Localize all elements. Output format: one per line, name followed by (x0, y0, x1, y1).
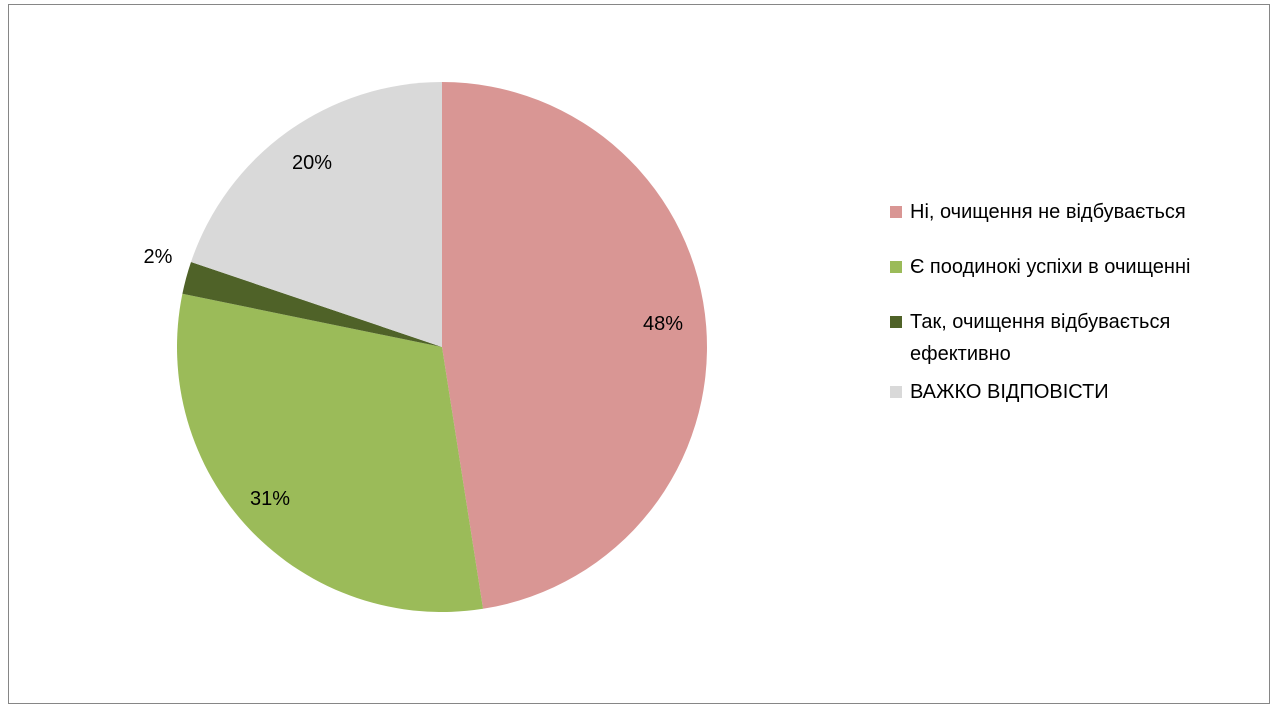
legend-item-3: ВАЖКО ВІДПОВІСТИ (890, 376, 1260, 408)
legend-swatch-0 (890, 206, 902, 218)
pie-slices (177, 82, 708, 612)
legend-label-1: Є поодинокі успіхи в очищенні (910, 256, 1191, 278)
slice-label-0: 48% (643, 313, 683, 335)
legend-label-2: Так, очищення відбувається ефективно (910, 311, 1171, 365)
pie-chart: 48% 31% 2% 20% (144, 82, 708, 612)
slice-label-1: 31% (250, 488, 290, 510)
legend-item-0: Ні, очищення не відбувається (890, 196, 1260, 228)
legend: Ні, очищення не відбувається Є поодинокі… (890, 196, 1260, 408)
legend-swatch-2 (890, 316, 902, 328)
slice-label-3: 20% (292, 152, 332, 174)
legend-item-2: Так, очищення відбувається ефективно (890, 306, 1260, 370)
legend-label-0: Ні, очищення не відбувається (910, 201, 1186, 223)
pie-labels: 48% 31% 2% 20% (144, 152, 684, 510)
legend-item-1: Є поодинокі успіхи в очищенні (890, 251, 1260, 283)
legend-swatch-3 (890, 386, 902, 398)
pie-slice-1 (177, 293, 484, 612)
legend-label-3: ВАЖКО ВІДПОВІСТИ (910, 381, 1109, 403)
pie-slice-3 (191, 82, 442, 347)
pie-slice-0 (442, 82, 708, 609)
slice-label-2: 2% (144, 246, 173, 268)
legend-swatch-1 (890, 261, 902, 273)
pie-slice-2 (182, 261, 443, 347)
